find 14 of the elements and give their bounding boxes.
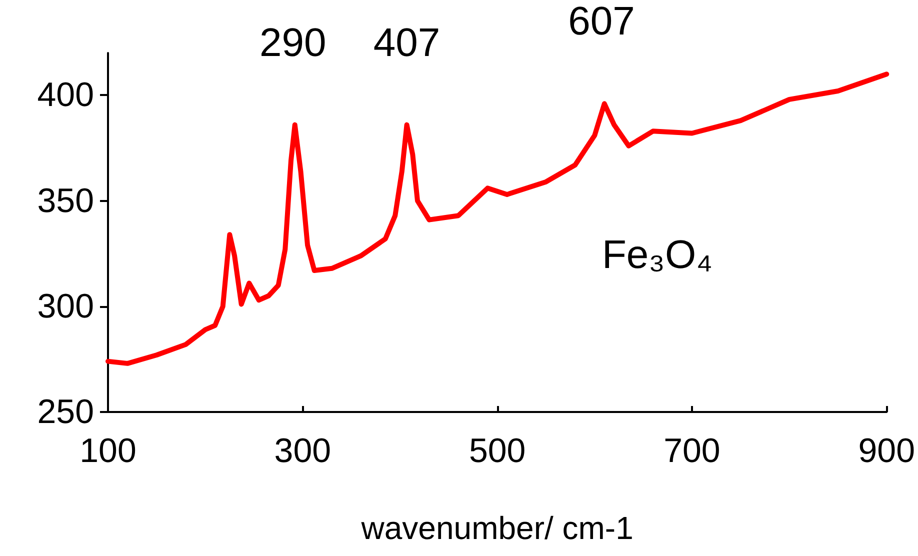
y-tick-label: 250: [37, 393, 94, 431]
annotation: Fe₃O₄: [602, 233, 712, 277]
x-tick-label: 900: [858, 432, 916, 470]
y-tick-label: 400: [37, 76, 94, 114]
x-tick-label: 700: [664, 432, 720, 470]
x-tick-label: 100: [80, 432, 136, 470]
y-tick-label: 300: [37, 287, 94, 326]
x-tick-label: 500: [468, 432, 526, 470]
annotation: 407: [373, 20, 440, 65]
x-tick-label: 300: [274, 432, 332, 470]
x-axis-title: wavenumber/ cm-1: [360, 510, 634, 546]
annotation: 607: [568, 0, 635, 44]
annotation: 290: [260, 20, 326, 65]
y-tick-label: 350: [37, 182, 94, 220]
